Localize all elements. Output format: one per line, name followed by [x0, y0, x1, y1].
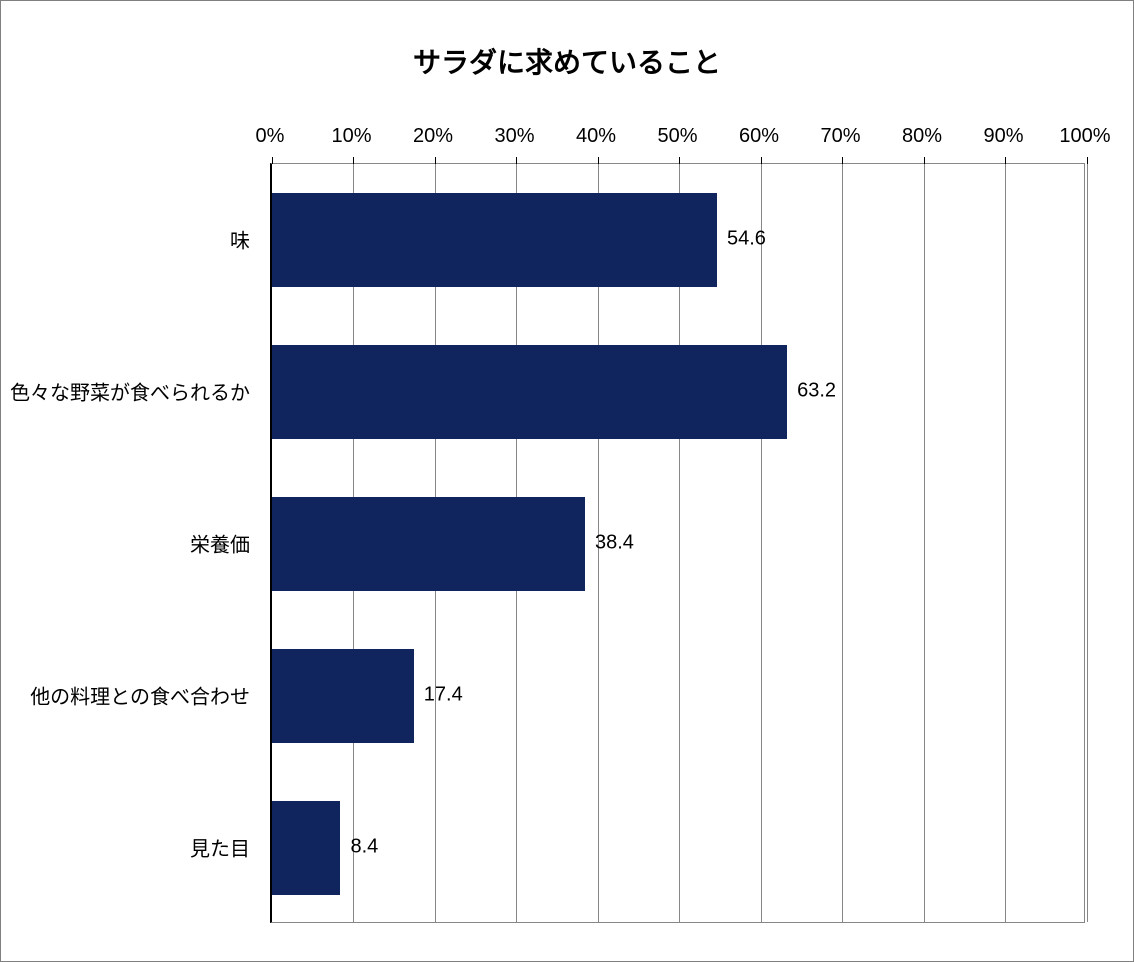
data-label: 8.4 [350, 836, 378, 859]
x-tick-label: 20% [413, 125, 453, 148]
x-tick-mark [679, 157, 680, 164]
x-tick-mark [761, 157, 762, 164]
x-tick-label: 30% [494, 125, 534, 148]
x-tick-mark [1087, 157, 1088, 164]
y-category-label: 栄養価 [1, 529, 260, 558]
x-tick-mark [1005, 157, 1006, 164]
y-category-label: 見た目 [1, 833, 260, 862]
bar [272, 801, 340, 895]
bar [272, 345, 787, 439]
x-tick-label: 0% [256, 125, 285, 148]
x-tick-mark [516, 157, 517, 164]
x-tick-mark [924, 157, 925, 164]
plot-area [270, 163, 1085, 923]
gridline [761, 164, 762, 922]
data-label: 63.2 [797, 380, 836, 403]
x-tick-mark [598, 157, 599, 164]
bar [272, 497, 585, 591]
data-label: 38.4 [595, 532, 634, 555]
gridline [924, 164, 925, 922]
x-tick-mark [842, 157, 843, 164]
chart-title: サラダに求めていること [1, 41, 1133, 81]
x-tick-mark [353, 157, 354, 164]
x-tick-label: 70% [820, 125, 860, 148]
gridline [1087, 164, 1088, 922]
y-category-label: 色々な野菜が食べられるか [1, 377, 260, 406]
x-tick-label: 60% [739, 125, 779, 148]
data-label: 17.4 [424, 684, 463, 707]
y-category-label: 味 [1, 225, 260, 254]
y-category-label: 他の料理との食べ合わせ [1, 681, 260, 710]
x-tick-label: 40% [576, 125, 616, 148]
x-tick-label: 90% [983, 125, 1023, 148]
gridline [1005, 164, 1006, 922]
bar [272, 193, 717, 287]
x-tick-mark [272, 157, 273, 164]
x-tick-label: 80% [902, 125, 942, 148]
x-tick-label: 100% [1059, 125, 1110, 148]
x-tick-label: 10% [331, 125, 371, 148]
gridline [842, 164, 843, 922]
bar [272, 649, 414, 743]
x-tick-label: 50% [657, 125, 697, 148]
x-tick-mark [435, 157, 436, 164]
data-label: 54.6 [727, 228, 766, 251]
